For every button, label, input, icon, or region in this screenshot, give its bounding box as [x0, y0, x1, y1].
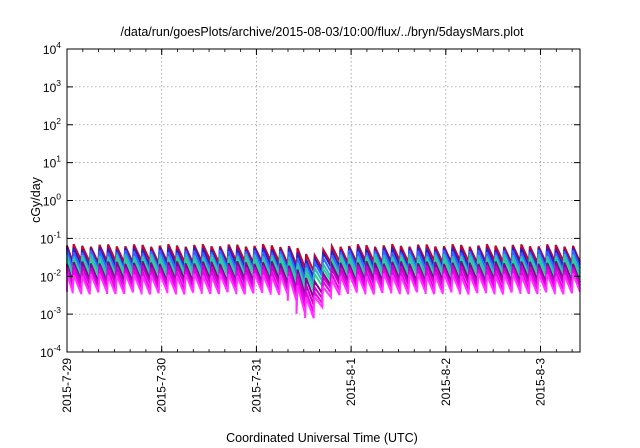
x-axis-label: Coordinated Universal Time (UTC)	[226, 431, 418, 445]
y-tick-label: 102	[43, 116, 61, 133]
series-group	[66, 242, 581, 319]
x-tick-label: 2015-7-31	[249, 358, 263, 413]
y-tick-label: 10-1	[40, 229, 61, 246]
chart-title: /data/run/goesPlots/archive/2015-08-03/1…	[120, 25, 524, 39]
y-tick-label: 10-2	[40, 267, 61, 284]
plot-frame	[66, 48, 581, 353]
series-line	[66, 273, 581, 319]
y-tick-label: 101	[43, 154, 61, 171]
x-tick-label: 2015-7-30	[155, 358, 169, 413]
x-tick-label: 2015-7-29	[60, 358, 74, 413]
y-tick-label: 104	[43, 40, 61, 57]
grid	[67, 49, 580, 352]
y-tick-label: 100	[43, 192, 61, 209]
y-tick-label: 10-4	[40, 343, 61, 360]
y-tick-label: 10-3	[40, 305, 61, 322]
x-tick-label: 2015-8-2	[439, 358, 453, 406]
ticks: 10-4 10-3 10-2 10-1 100 101 102 103 104 2015-7-29…	[40, 40, 580, 413]
x-tick-label: 2015-8-3	[534, 358, 548, 406]
x-tick-label: 2015-8-1	[344, 358, 358, 406]
y-axis-label: cGy/day	[29, 176, 43, 223]
y-tick-label: 103	[43, 78, 61, 95]
